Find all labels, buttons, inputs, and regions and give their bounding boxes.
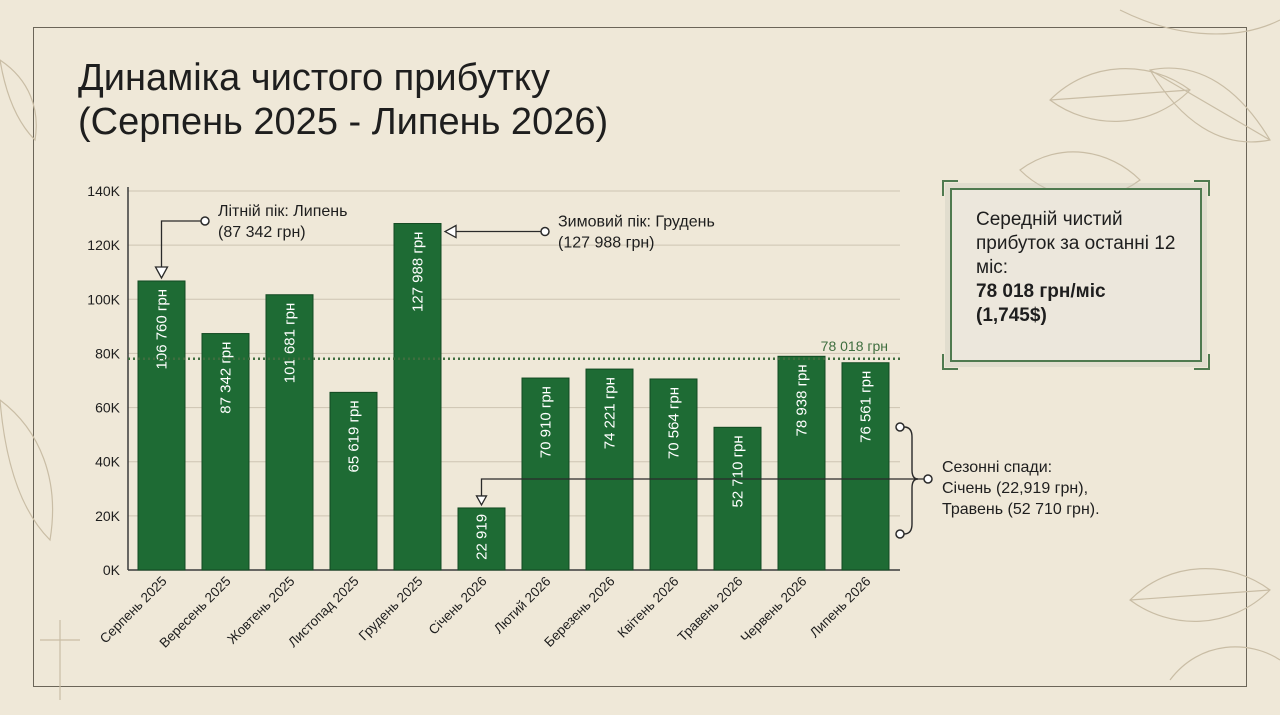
annotation-connector: [480, 478, 924, 499]
annotation-connector: [160, 220, 201, 269]
x-tick-label: Травень 2026: [675, 574, 746, 645]
bar-value-label: 87 342 грн: [218, 342, 235, 414]
annotation-dot: [923, 474, 933, 484]
y-tick-label: 60K: [95, 400, 121, 416]
annotation-arrow-icon: [443, 224, 457, 239]
bar-value-label: 78 938 грн: [794, 364, 811, 436]
corner-bracket: [1194, 180, 1210, 196]
corner-bracket: [942, 354, 958, 370]
x-tick-label: Червень 2026: [738, 574, 810, 646]
average-label: 78 018 грн: [821, 338, 888, 354]
bar: [585, 368, 634, 571]
x-tick-label: Серпень 2025: [97, 574, 170, 647]
y-tick-label: 20K: [95, 508, 121, 524]
bar: [649, 378, 698, 571]
bar: [521, 377, 570, 571]
bar-value-label: 127 988 грн: [410, 232, 427, 312]
corner-bracket: [1194, 354, 1210, 370]
chart-frame: [33, 27, 1247, 687]
y-tick-label: 100K: [87, 291, 120, 307]
bar-value-label: 70 564 грн: [666, 387, 683, 459]
average-summary-box: Середній чистий прибуток за останні 12 м…: [942, 180, 1210, 370]
annotation-dot: [540, 226, 550, 237]
annotation-dot: [895, 529, 905, 539]
bar-value-label: 76 561 грн: [858, 371, 875, 443]
bar: [393, 223, 442, 571]
y-tick-label: 0K: [103, 562, 121, 578]
bar: [457, 507, 506, 571]
bar-value-label: 22 919: [474, 514, 491, 560]
x-tick-label: Грудень 2025: [356, 574, 426, 644]
bar: [713, 426, 762, 571]
summary-panel: Середній чистий прибуток за останні 12 м…: [950, 188, 1202, 362]
annotation-summer-peak: Літній пік: Липень (87 342 грн): [218, 203, 347, 241]
bar: [777, 355, 826, 571]
annotation-dot: [895, 422, 905, 432]
bar-value-label: 74 221 грн: [602, 377, 619, 449]
annotation-arrow-icon: [475, 495, 488, 507]
annotation-winter-peak: Зимовий пік: Грудень (127 988 грн): [558, 214, 715, 252]
bar-value-label: 101 681 грн: [282, 303, 299, 384]
annotation-dot: [200, 216, 210, 226]
bar: [841, 362, 890, 571]
y-tick-label: 40K: [95, 454, 121, 470]
y-tick-label: 80K: [95, 345, 121, 361]
x-tick-label: Січень 2026: [426, 574, 490, 638]
x-tick-label: Жовтень 2025: [224, 574, 297, 647]
bar: [137, 280, 186, 571]
annotation-brace: [903, 426, 919, 535]
x-tick-label: Липень 2026: [807, 574, 874, 641]
bar-value-label: 65 619 грн: [346, 400, 363, 472]
bar-value-label: 70 910 грн: [538, 386, 555, 458]
bar: [201, 333, 250, 571]
y-tick-label: 140K: [87, 183, 120, 199]
page-title: Динаміка чистого прибутку (Серпень 2025 …: [78, 57, 609, 143]
bar-value-label: 52 710 грн: [730, 435, 747, 507]
x-tick-label: Лютий 2026: [491, 574, 554, 637]
bar: [329, 391, 378, 571]
summary-label: Середній чистий прибуток за останні 12 м…: [976, 209, 1176, 278]
annotation-seasonal-dips: Сезонні спади: Січень (22,919 грн), Травен…: [942, 459, 1100, 518]
y-tick-label: 120K: [87, 237, 120, 253]
x-tick-label: Квітень 2026: [615, 574, 682, 641]
bar-value-label: 106 760 грн: [154, 289, 171, 370]
bar: [265, 294, 314, 571]
summary-value: 78 018 грн/міс (1,745$): [976, 281, 1106, 326]
corner-bracket: [942, 180, 958, 196]
annotation-arrow-icon: [154, 266, 169, 280]
